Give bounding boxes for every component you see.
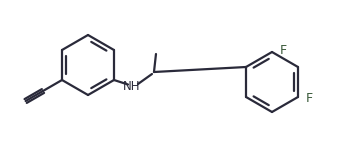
Text: F: F — [306, 93, 313, 106]
Text: NH: NH — [123, 79, 141, 93]
Text: F: F — [280, 43, 287, 56]
